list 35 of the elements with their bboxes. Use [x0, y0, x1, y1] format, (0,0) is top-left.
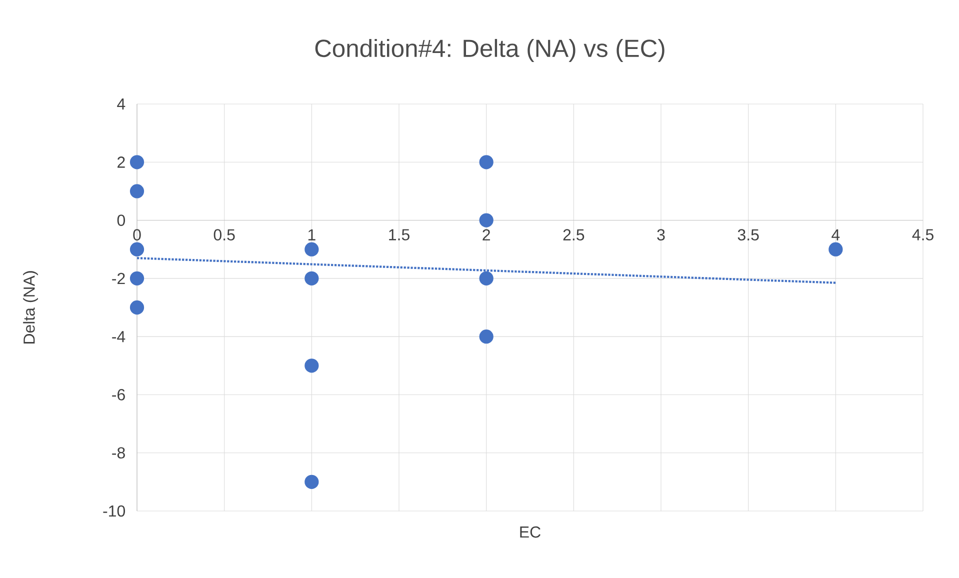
x-tick-label: 3	[657, 229, 665, 240]
chart-title: Condition#4: Delta (NA) vs (EC)	[315, 38, 664, 62]
y-tick-label: -8	[112, 447, 125, 459]
point	[130, 300, 144, 315]
x-tick-label: 2	[482, 229, 490, 240]
point	[304, 271, 319, 286]
x-tick-label: 1.5	[389, 229, 410, 240]
point	[304, 358, 319, 373]
point	[304, 242, 319, 256]
y-tick-label: -4	[112, 331, 126, 342]
x-tick-label: 0	[133, 229, 141, 240]
x-tick-label: 1	[308, 229, 316, 240]
x-tick-label: 4.5	[912, 229, 934, 240]
point	[479, 330, 494, 344]
point	[130, 242, 144, 256]
point	[130, 271, 144, 286]
y-tick-label: -6	[112, 389, 125, 400]
y-tick-label: -2	[112, 272, 125, 284]
y-tick-label: 4	[117, 98, 126, 110]
point	[479, 155, 494, 170]
x-axis-title: EC	[520, 526, 540, 538]
point	[130, 184, 144, 198]
x-tick-label: 3.5	[738, 229, 759, 240]
x-tick-label: 4	[832, 229, 840, 240]
x-tick-label: 0.5	[214, 229, 235, 240]
point	[479, 213, 494, 228]
x-tick-label: 2.5	[563, 229, 584, 240]
point	[479, 271, 494, 286]
point	[304, 474, 319, 489]
point	[130, 155, 144, 170]
y-tick-label: -10	[103, 505, 126, 517]
y-axis-title: Delta (NA)	[23, 271, 38, 344]
y-tick-label: 2	[118, 156, 125, 168]
point	[828, 242, 843, 256]
y-tick-label: 0	[117, 214, 126, 226]
